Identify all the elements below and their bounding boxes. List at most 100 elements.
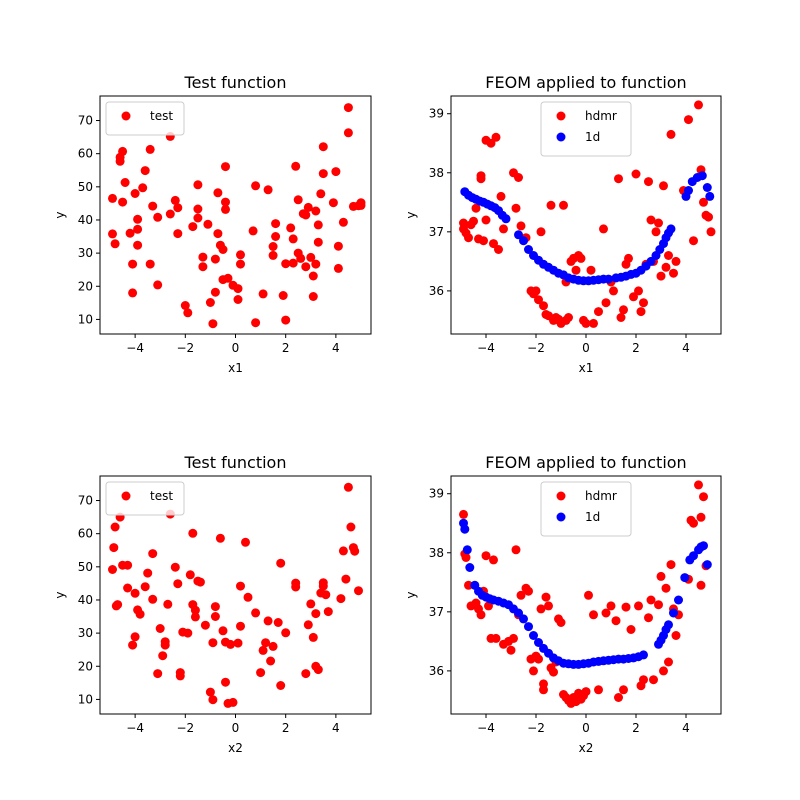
data-point [486, 138, 496, 148]
data-point [491, 633, 501, 643]
data-point [288, 258, 298, 268]
data-point [213, 229, 223, 239]
data-point [251, 318, 261, 328]
data-point [193, 213, 203, 223]
data-point [664, 620, 673, 630]
y-tick-label: 37 [429, 225, 444, 239]
data-point [644, 177, 653, 187]
data-point [128, 640, 138, 650]
data-point [190, 605, 200, 615]
data-point [519, 614, 528, 624]
data-point [180, 301, 190, 310]
x-tick-label: 4 [682, 341, 690, 355]
y-tick-label: 30 [78, 626, 93, 640]
data-point [163, 599, 173, 609]
data-point [236, 250, 245, 260]
y-tick-label: 20 [78, 279, 93, 293]
data-point [291, 578, 301, 588]
data-points [108, 103, 366, 329]
data-point [110, 239, 120, 249]
data-point [338, 546, 348, 556]
data-point [611, 616, 621, 626]
data-point [469, 216, 478, 226]
data-point [266, 656, 276, 666]
data-point [346, 522, 356, 532]
data-point [198, 252, 208, 262]
data-point [680, 573, 690, 583]
data-point [461, 553, 471, 562]
data-point [313, 237, 323, 247]
data-point [674, 595, 683, 605]
y-tick-label: 38 [429, 166, 444, 180]
data-point [145, 144, 155, 154]
data-point [210, 602, 220, 612]
data-point [601, 298, 611, 308]
data-point [200, 620, 210, 630]
subplot-4: FEOM applied to function x2 y −4 −2 0 2 4 36 3… [404, 453, 722, 755]
data-point [564, 313, 573, 322]
data-point [193, 180, 203, 190]
x-tick-label: 0 [582, 341, 590, 355]
data-point [479, 236, 488, 246]
data-point [621, 602, 631, 612]
data-point [671, 256, 681, 266]
data-point [539, 685, 548, 695]
x-axis-label: x2 [579, 741, 594, 755]
data-point [511, 203, 521, 213]
chart-title: Test function [184, 73, 287, 92]
data-point [489, 555, 498, 565]
data-point [356, 200, 366, 210]
data-point [251, 608, 261, 618]
y-tick-label: 70 [78, 494, 93, 508]
data-point [301, 210, 311, 220]
data-point [123, 583, 133, 593]
data-point [664, 251, 673, 260]
data-point [203, 219, 213, 229]
data-point [694, 100, 703, 110]
data-point [581, 318, 591, 328]
data-point [148, 594, 158, 604]
data-point [559, 200, 568, 210]
data-point [221, 197, 230, 207]
series-1d [459, 518, 712, 669]
data-point [669, 268, 678, 278]
data-point [188, 222, 198, 232]
data-point [190, 612, 200, 622]
data-point [153, 280, 163, 290]
legend-label: 1d [585, 510, 600, 524]
data-point [639, 650, 648, 660]
series-hdmr [459, 480, 711, 708]
data-point [646, 215, 656, 225]
data-point [704, 212, 713, 222]
data-point [233, 638, 243, 648]
data-point [165, 209, 175, 219]
x-tick-label: 0 [232, 341, 240, 355]
data-point [664, 657, 673, 667]
y-axis-label: y [53, 591, 67, 598]
x-tick-label: −2 [527, 341, 545, 355]
data-point [113, 600, 123, 610]
data-point [684, 115, 693, 125]
data-point [666, 224, 676, 234]
data-point [233, 284, 243, 294]
data-point [462, 545, 472, 555]
data-point [634, 601, 643, 611]
subplot-3: Test function x2 y −4 −2 0 2 4 10 20 30 40 50 60 70… [53, 453, 372, 755]
data-point [471, 203, 481, 213]
subplot-2: FEOM applied to function x1 y −4 −2 0 2 4 36 3… [404, 73, 722, 375]
data-point [494, 245, 503, 254]
data-point [140, 166, 150, 176]
data-point [153, 212, 163, 222]
data-point [616, 313, 626, 322]
data-point [133, 224, 143, 234]
data-points [459, 100, 716, 328]
legend-box [105, 101, 185, 136]
y-tick-label: 50 [78, 180, 93, 194]
subplot-1: Test function x1 y −4 −2 0 2 4 10 20 30 40 50 60 70… [53, 73, 372, 375]
data-point [215, 533, 225, 543]
data-point [173, 203, 183, 213]
data-point [501, 214, 511, 224]
data-point [534, 638, 543, 647]
series-1d [460, 171, 715, 286]
y-axis-label: y [404, 591, 418, 598]
